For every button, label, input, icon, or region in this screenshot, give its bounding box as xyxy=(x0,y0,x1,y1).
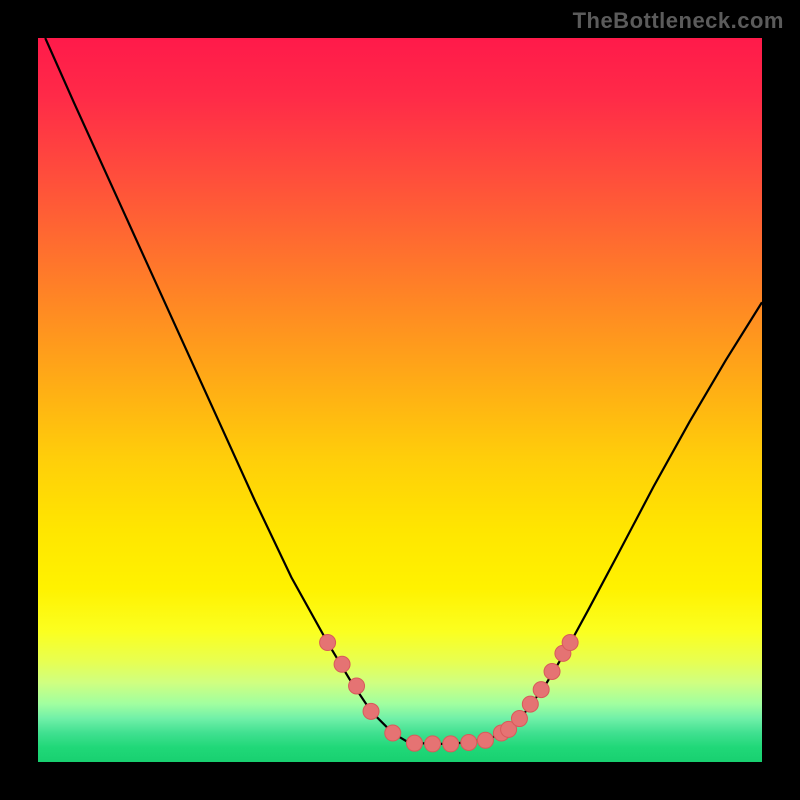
data-marker xyxy=(511,711,527,727)
watermark-text: TheBottleneck.com xyxy=(573,8,784,34)
data-marker xyxy=(425,736,441,752)
data-marker xyxy=(385,725,401,741)
data-marker xyxy=(544,664,560,680)
data-marker xyxy=(363,703,379,719)
data-marker xyxy=(406,735,422,751)
data-marker xyxy=(562,635,578,651)
data-marker xyxy=(349,678,365,694)
data-marker xyxy=(443,736,459,752)
plot-area xyxy=(38,38,762,762)
gradient-background xyxy=(38,38,762,762)
chart-svg xyxy=(38,38,762,762)
data-marker xyxy=(320,635,336,651)
data-marker xyxy=(477,732,493,748)
data-marker xyxy=(461,734,477,750)
data-marker xyxy=(334,656,350,672)
data-marker xyxy=(522,696,538,712)
data-marker xyxy=(533,682,549,698)
